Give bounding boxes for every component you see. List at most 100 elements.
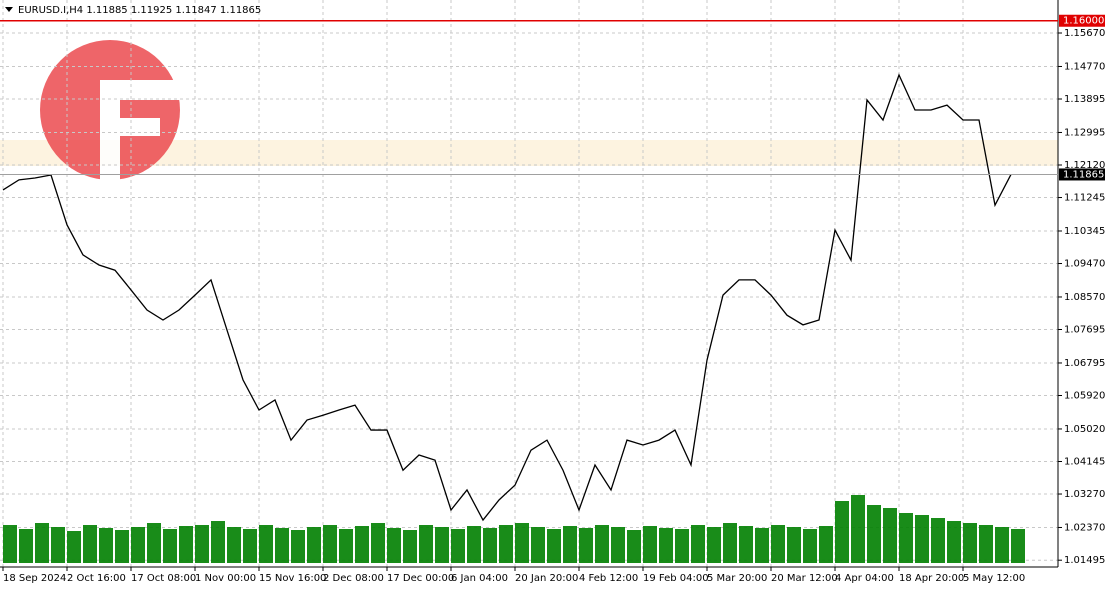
x-tick-label: 2 Dec 08:00	[323, 573, 384, 584]
x-tick-label: 19 Feb 04:00	[643, 573, 709, 584]
volume-bar	[771, 525, 785, 563]
volume-bar	[643, 526, 657, 563]
volume-bar	[467, 526, 481, 563]
volume-bar	[243, 529, 257, 563]
y-tick-label: 1.03270	[1064, 489, 1105, 500]
y-tick-label: 1.11245	[1064, 193, 1105, 204]
volume-bar	[51, 527, 65, 563]
volume-bar	[355, 526, 369, 563]
volume-bar	[627, 530, 641, 563]
volume-bar	[387, 528, 401, 563]
y-tick-label: 1.05920	[1064, 390, 1105, 401]
header: EURUSD.I,H4 1.11885 1.11925 1.11847 1.11…	[18, 5, 261, 16]
x-tick-label: 2 Oct 16:00	[67, 573, 126, 584]
x-tick-label: 18 Sep 2024	[3, 573, 66, 584]
volume-bar	[787, 527, 801, 563]
volume-bar	[531, 527, 545, 563]
volume-bar	[579, 528, 593, 563]
price-line	[2, 73, 1012, 522]
volume-bar	[147, 523, 161, 563]
volume-bar	[275, 528, 289, 563]
volume-bar	[435, 527, 449, 563]
volume-bar	[259, 525, 273, 563]
y-tick-label: 1.06795	[1064, 358, 1105, 369]
volume-bar	[803, 529, 817, 563]
volume-bar	[323, 525, 337, 563]
y-tick-label: 1.14770	[1064, 61, 1105, 72]
volume-bar	[947, 521, 961, 563]
volume-bar	[419, 525, 433, 563]
x-tick-label: 4 Apr 04:00	[835, 573, 894, 584]
x-tick-label: 18 Apr 20:00	[899, 573, 964, 584]
volume-bar	[851, 495, 865, 563]
x-tick-label: 5 May 12:00	[963, 573, 1025, 584]
volume-bar	[3, 525, 17, 563]
volume-bar	[659, 528, 673, 563]
volume-bar	[739, 526, 753, 563]
y-tick-label: 1.04145	[1064, 456, 1105, 467]
volume-bar	[755, 528, 769, 563]
volume-bar	[915, 515, 929, 563]
menu-arrow[interactable]	[5, 7, 13, 12]
x-tick-label: 17 Oct 08:00	[131, 573, 196, 584]
x-tick-label: 17 Dec 00:00	[387, 573, 454, 584]
volume-bar	[99, 528, 113, 563]
volume-bar	[611, 527, 625, 563]
volume-bar	[211, 521, 225, 563]
x-tick-label: 1 Nov 00:00	[195, 573, 256, 584]
volume-bar	[883, 508, 897, 563]
volume-bar	[131, 527, 145, 563]
volume-bar	[179, 526, 193, 563]
volume-bar	[19, 529, 33, 563]
volume-bar	[899, 513, 913, 563]
volume-bar	[195, 525, 209, 563]
level-label-box	[1059, 14, 1105, 27]
y-tick-label: 1.09470	[1064, 259, 1105, 270]
volume-bar	[483, 528, 497, 563]
volume-bar	[595, 525, 609, 563]
x-tick-label: 20 Mar 12:00	[771, 573, 838, 584]
volume-bar	[227, 527, 241, 563]
volume-bar	[691, 525, 705, 563]
y-tick-label: 1.05020	[1064, 424, 1105, 435]
x-tick-label: 4 Feb 12:00	[579, 573, 638, 584]
volume-bar	[371, 523, 385, 563]
y-tick-label: 1.13895	[1064, 94, 1105, 105]
volume-bar	[819, 526, 833, 563]
volume-bar	[995, 527, 1009, 563]
y-tick-label: 1.10345	[1064, 226, 1105, 237]
volume-bar	[867, 505, 881, 563]
volume-bar	[163, 529, 177, 563]
y-tick-label: 1.08570	[1064, 292, 1105, 303]
logo	[40, 40, 180, 180]
volume-bar	[307, 527, 321, 563]
marks	[2, 73, 1025, 563]
y-tick-label: 1.12995	[1064, 127, 1105, 138]
volume-bar	[1011, 529, 1025, 563]
x-tick-label: 5 Mar 20:00	[707, 573, 767, 584]
y-tick-label: 1.15670	[1064, 28, 1105, 39]
volume-bar	[515, 523, 529, 563]
zone	[0, 140, 1058, 166]
volume-bar	[291, 530, 305, 563]
x-tick-label: 6 Jan 04:00	[451, 573, 508, 584]
volume-bar	[963, 523, 977, 563]
volume-bar	[451, 529, 465, 563]
volume-bar	[403, 530, 417, 563]
last-price-box	[1059, 168, 1105, 181]
volume-bar	[563, 526, 577, 563]
volume-bar	[931, 518, 945, 563]
y-tick-label: 1.07695	[1064, 325, 1105, 336]
volume-bar	[707, 527, 721, 563]
x-tick-label: 20 Jan 20:00	[515, 573, 578, 584]
volume-bar	[675, 529, 689, 563]
y-tick-label: 1.02370	[1064, 522, 1105, 533]
y-tick-label: 1.01495	[1064, 555, 1105, 566]
volume-bar	[835, 501, 849, 563]
volume-bar	[83, 525, 97, 563]
volume-bar	[339, 529, 353, 563]
volume-bar	[35, 523, 49, 563]
level-label: 1.16000	[1063, 16, 1104, 27]
